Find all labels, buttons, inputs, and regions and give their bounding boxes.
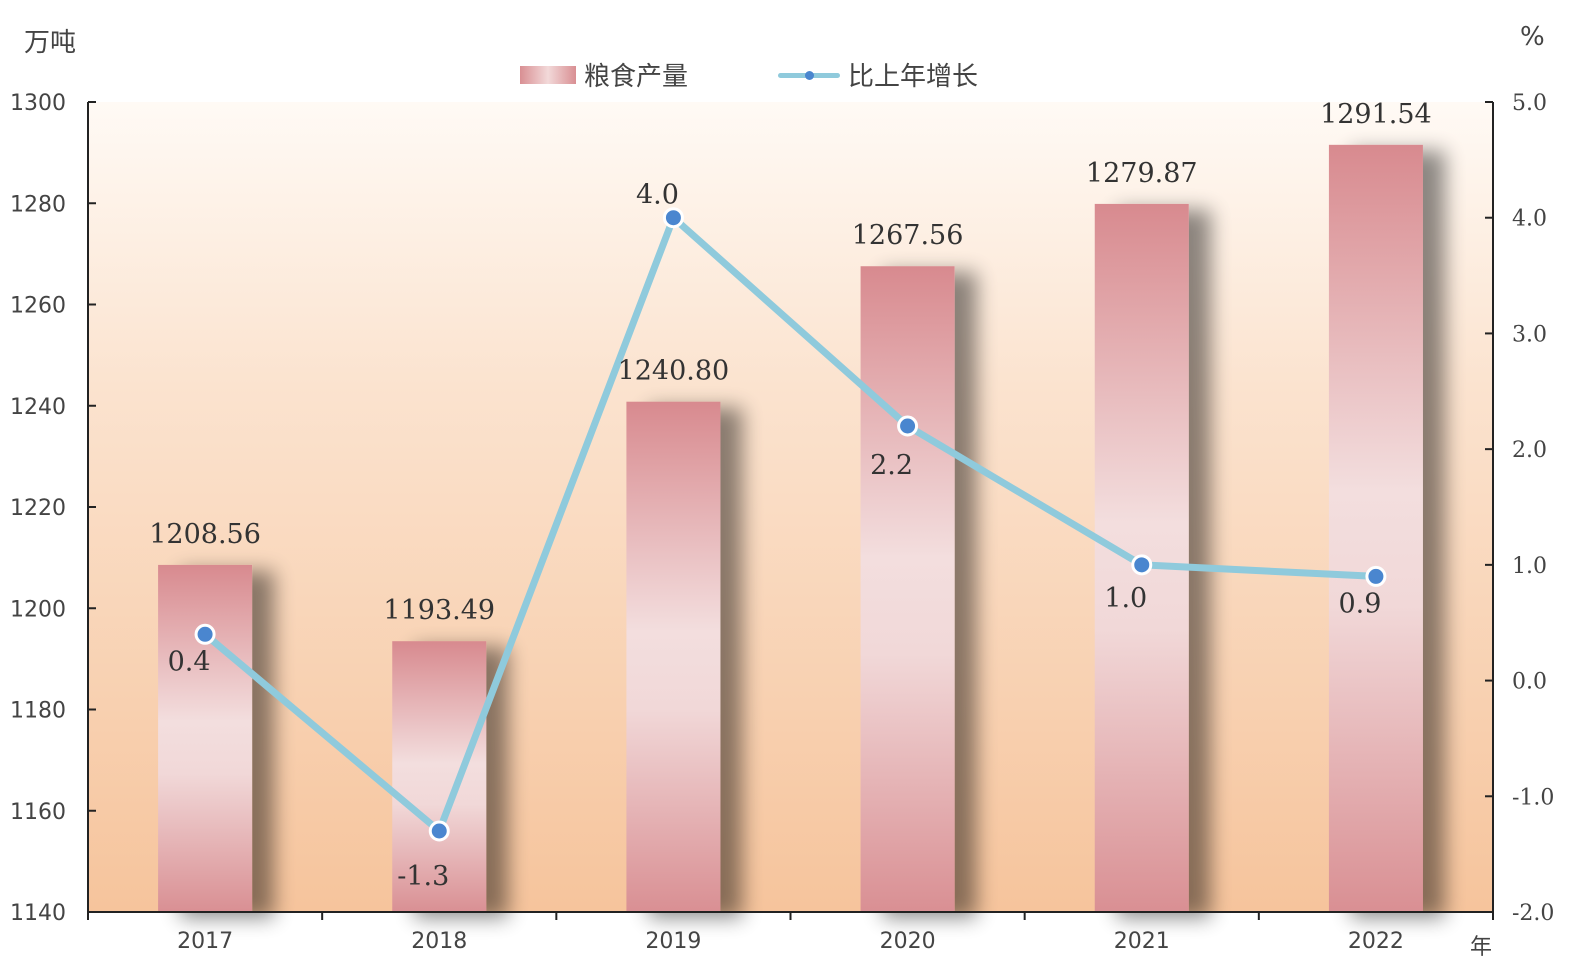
bar-value-label: 1267.56 (852, 220, 964, 251)
left-tick-label: 1160 (10, 800, 66, 825)
growth-point (194, 623, 216, 645)
bar-2022 (1328, 144, 1423, 913)
bar-value-label: 1291.54 (1320, 99, 1432, 130)
growth-point (662, 207, 684, 229)
bar-value-label: 1193.49 (383, 595, 495, 626)
right-tick-label: -1.0 (1512, 785, 1554, 810)
legend: 粮食产量 比上年增长 (520, 56, 978, 93)
left-tick-label: 1300 (10, 91, 66, 116)
growth-value-label: 0.9 (1338, 588, 1381, 619)
left-tick-label: 1240 (10, 395, 66, 420)
bar-value-label: 1279.87 (1086, 158, 1198, 189)
x-axis-unit: 年 (1470, 935, 1492, 960)
growth-point (428, 820, 450, 842)
bar-value-label: 1240.80 (618, 356, 730, 387)
legend-line-swatch (778, 66, 841, 84)
right-tick-label: 5.0 (1512, 91, 1547, 116)
growth-point (1365, 565, 1387, 587)
left-tick-label: 1200 (10, 597, 66, 622)
growth-point (1131, 554, 1153, 576)
right-tick-label: 2.0 (1512, 438, 1547, 463)
growth-value-label: 1.0 (1104, 583, 1147, 614)
legend-label-bar: 粮食产量 (584, 62, 689, 92)
right-axis-unit: % (1520, 22, 1545, 52)
bar-2018 (392, 641, 487, 912)
growth-value-label: 0.4 (168, 646, 211, 677)
growth-point (897, 415, 919, 437)
plot-background (88, 102, 1493, 912)
left-axis-unit: 万吨 (24, 28, 77, 58)
growth-value-label: 2.2 (870, 450, 913, 481)
bar-2019 (626, 401, 721, 912)
legend-item-line: 比上年增长 (778, 56, 978, 93)
right-tick-label: 0.0 (1512, 670, 1547, 695)
left-tick-label: 1260 (10, 294, 66, 319)
x-tick-label: 2018 (411, 929, 467, 954)
right-tick-label: -2.0 (1512, 901, 1554, 926)
growth-value-label: -1.3 (397, 861, 449, 892)
left-tick-label: 1140 (10, 901, 66, 926)
x-tick-label: 2017 (177, 929, 233, 954)
bar-value-label: 1208.56 (149, 519, 261, 550)
left-tick-label: 1180 (10, 699, 66, 724)
x-tick-label: 2022 (1348, 929, 1404, 954)
right-tick-label: 3.0 (1512, 322, 1547, 347)
right-tick-label: 4.0 (1512, 207, 1547, 232)
bar-2020 (860, 266, 955, 912)
legend-label-line: 比上年增长 (848, 62, 979, 92)
x-tick-label: 2019 (645, 929, 701, 954)
growth-value-label: 4.0 (636, 180, 679, 211)
growth-line (201, 214, 1380, 835)
x-tick-label: 2020 (880, 929, 936, 954)
legend-item-bar: 粮食产量 (520, 56, 688, 93)
bar-2017 (158, 564, 253, 912)
right-tick-label: 1.0 (1512, 554, 1547, 579)
left-tick-label: 1280 (10, 192, 66, 217)
legend-bar-swatch (520, 65, 576, 84)
x-tick-label: 2021 (1114, 929, 1170, 954)
left-tick-label: 1220 (10, 496, 66, 521)
